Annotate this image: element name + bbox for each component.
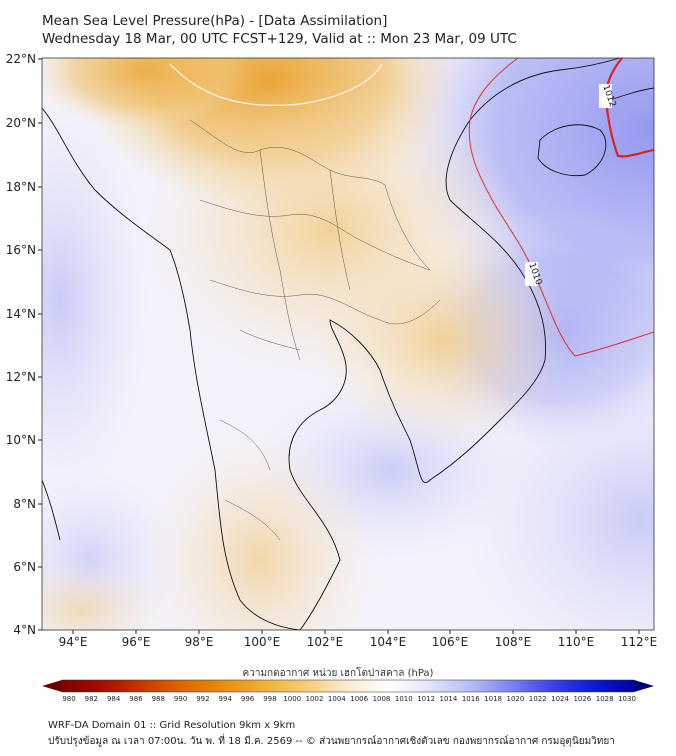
lat-label: 8°N [13,497,36,511]
chart-subtitle: Wednesday 18 Mar, 00 UTC FCST+129, Valid… [42,31,517,47]
colorbar-tick-label: 1012 [417,695,435,703]
colorbar-tick-label: 992 [196,695,209,703]
lon-label: 104°E [370,635,407,649]
lat-label: 4°N [13,623,36,637]
colorbar-tick-label: 1014 [440,695,458,703]
colorbar-tick-label: 1004 [328,695,346,703]
admin-borders [189,119,441,541]
isobar-label-bg [525,262,538,286]
colorbar-min-arrow [42,680,62,692]
footer-line-2: ปรับปรุงข้อมูล ณ เวลา 07:00น. วัน พ. ที่… [48,736,615,747]
lon-label: 96°E [122,635,151,649]
colorbar-max-arrow [634,680,654,692]
colorbar-tick-label: 984 [107,695,121,703]
footer-line-1: WRF-DA Domain 01 :: Grid Resolution 9km … [48,720,296,731]
colorbar-tick-label: 1016 [462,695,480,703]
lat-label: 6°N [13,560,36,574]
lat-label: 22°N [6,52,36,66]
lat-axis: 22°N 20°N 18°N 16°N 14°N 12°N 10°N 8°N 6… [6,52,42,637]
colorbar-tick-label: 1006 [350,695,368,703]
colorbar-bar [61,679,635,693]
chart-title: Mean Sea Level Pressure(hPa) - [Data Ass… [42,13,388,29]
lon-label: 110°E [558,635,595,649]
lon-axis: 94°E 96°E 98°E 100°E 102°E 104°E 106°E 1… [59,630,658,649]
colorbar-tick-label: 1020 [506,695,524,703]
colorbar-tick-label: 986 [129,695,143,703]
colorbar-tick-label: 988 [152,695,165,703]
lon-label: 98°E [185,635,214,649]
lon-label: 102°E [307,635,344,649]
lat-label: 12°N [6,370,36,384]
colorbar-tick-label: 1010 [395,695,413,703]
lon-label: 94°E [59,635,88,649]
pressure-field [42,58,654,630]
colorbar-tick-label: 1030 [618,695,636,703]
lon-label: 108°E [495,635,532,649]
colorbar-tick-label: 1008 [373,695,391,703]
colorbar-tick-label: 980 [62,695,75,703]
lat-label: 20°N [6,116,36,130]
lon-label: 100°E [244,635,281,649]
lon-label: 112°E [621,635,658,649]
colorbar-tick-label: 1028 [596,695,614,703]
colorbar: 980 982 984 986 988 990 992 994 996 998 1000 1002 10… [42,679,654,703]
colorbar-title: ความกดอากาศ หน่วย เฮกโตปาสคาล (hPa) [242,668,434,679]
plot-frame [41,57,655,631]
lon-label: 106°E [432,635,469,649]
lat-label: 14°N [6,307,36,321]
isobar-1010 [468,58,654,357]
lat-label: 10°N [6,433,36,447]
colorbar-tick-label: 998 [263,695,276,703]
colorbar-ticks: 980 982 984 986 988 990 992 994 996 998 1000 1002 10… [62,695,636,703]
isobar-label-bg [599,84,612,108]
colorbar-tick-label: 1026 [573,695,591,703]
colorbar-tick-label: 1022 [529,695,547,703]
colorbar-tick-label: 1024 [551,695,569,703]
isobar-1012 [604,58,654,158]
colorbar-tick-label: 982 [85,695,98,703]
colorbar-tick-label: 994 [219,695,233,703]
colorbar-tick-label: 990 [174,695,187,703]
colorbar-tick-label: 1018 [484,695,502,703]
lat-label: 16°N [6,243,36,257]
isobars [468,58,654,357]
lat-label: 18°N [6,180,36,194]
colorbar-tick-label: 1000 [283,695,301,703]
colorbar-tick-label: 996 [241,695,255,703]
coastlines [42,58,654,630]
colorbar-tick-label: 1002 [306,695,324,703]
